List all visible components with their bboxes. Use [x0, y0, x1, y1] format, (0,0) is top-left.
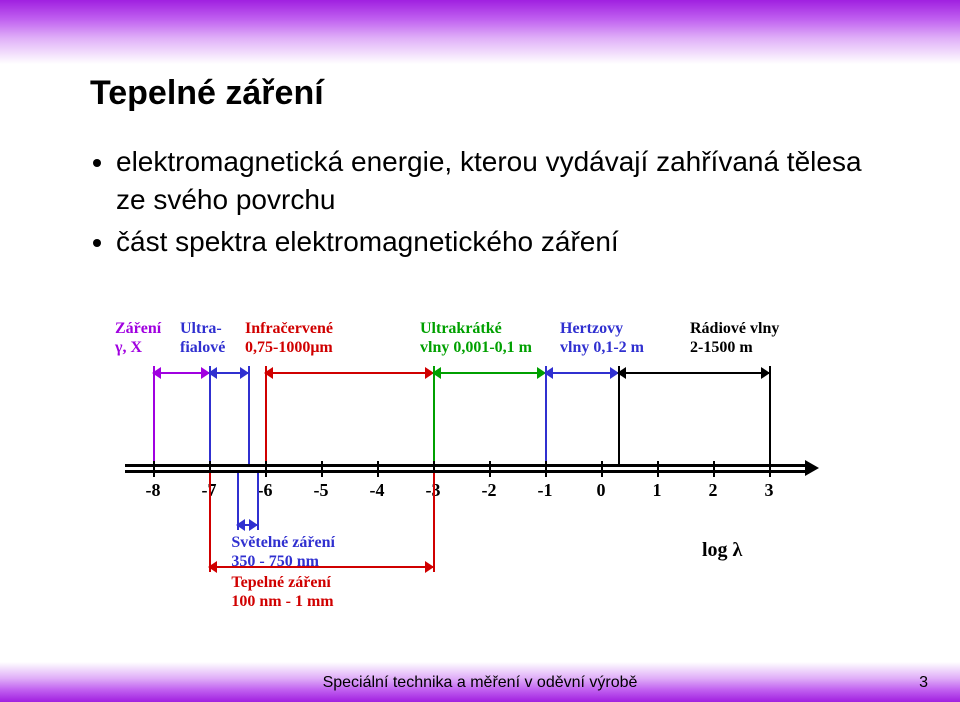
band-range-ir — [265, 372, 433, 374]
band-boundary-line — [769, 366, 771, 464]
axis-arrowhead-icon — [805, 460, 819, 476]
axis-tick — [601, 461, 603, 477]
band-label-ir: Infračervené0,75-1000μm — [245, 320, 333, 357]
axis-tick-label: -1 — [530, 480, 560, 501]
arrowhead-left-icon — [236, 519, 245, 531]
band-boundary-line — [545, 366, 547, 464]
arrowhead-right-icon — [425, 561, 434, 573]
footer-page-number: 3 — [919, 674, 928, 692]
page-title: Tepelné záření — [90, 74, 870, 113]
bullet-item: elektromagnetická energie, kterou vydáva… — [116, 143, 870, 219]
axis-tick-label: -4 — [362, 480, 392, 501]
band-boundary-line — [433, 366, 435, 464]
arrowhead-right-icon — [249, 519, 258, 531]
content-area: Tepelné záření elektromagnetická energie… — [0, 64, 960, 624]
axis-tick — [153, 461, 155, 477]
axis-tick-label: -2 — [474, 480, 504, 501]
axis-line — [125, 464, 809, 467]
axis-tick — [545, 461, 547, 477]
axis-tick-label: -8 — [138, 480, 168, 501]
axis-label: log λ — [702, 539, 742, 562]
axis-tick — [489, 461, 491, 477]
axis-tick — [265, 461, 267, 477]
band-boundary-line — [265, 366, 267, 464]
band-label-uhf: Ultrakrátkévlny 0,001-0,1 m — [420, 320, 532, 357]
band-boundary-line — [618, 366, 620, 464]
axis-tick — [377, 461, 379, 477]
axis-tick-label: 3 — [754, 480, 784, 501]
axis-tick-label: 0 — [586, 480, 616, 501]
band-label-gamma-x: Zářeníγ, X — [115, 320, 161, 357]
footer-text: Speciální technika a měření v oděvní výr… — [0, 674, 960, 692]
axis-tick-label: -5 — [306, 480, 336, 501]
axis-tick — [657, 461, 659, 477]
band-boundary-line — [153, 366, 155, 464]
band-label-radio: Rádiové vlny2-1500 m — [690, 320, 779, 357]
axis-tick-label: -6 — [250, 480, 280, 501]
band-label-uv: Ultra-fialové — [180, 320, 225, 357]
bullet-item: část spektra elektromagnetického záření — [116, 223, 870, 261]
subband-boundary-line — [209, 473, 211, 572]
band-label-hertz: Hertzovyvlny 0,1-2 m — [560, 320, 644, 357]
band-boundary-line — [248, 366, 250, 464]
subband-boundary-line — [433, 473, 435, 572]
band-range-hertz — [545, 372, 618, 374]
arrowhead-left-icon — [208, 561, 217, 573]
axis-tick-label: 2 — [698, 480, 728, 501]
axis-line — [125, 470, 809, 473]
band-range-uhf — [433, 372, 545, 374]
subband-range-thermal — [209, 566, 433, 568]
axis-tick — [321, 461, 323, 477]
spectrum-diagram: Zářeníγ, XUltra-fialovéInfračervené0,75-… — [120, 284, 840, 624]
axis-tick-label: 1 — [642, 480, 672, 501]
top-gradient-band — [0, 0, 960, 64]
band-boundary-line — [209, 366, 211, 464]
axis-tick — [769, 461, 771, 477]
subband-label-thermal: Tepelné záření100 nm - 1 mm — [231, 574, 333, 611]
band-range-radio — [618, 372, 769, 374]
bullet-list: elektromagnetická energie, kterou vydáva… — [116, 143, 870, 260]
axis-tick — [713, 461, 715, 477]
